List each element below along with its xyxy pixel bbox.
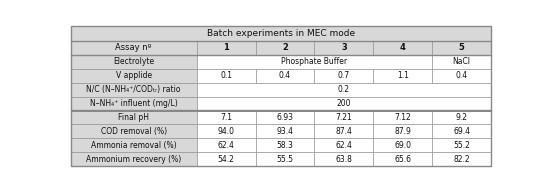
Bar	[255, 111, 315, 124]
Bar	[315, 124, 373, 138]
Text: 7.12: 7.12	[395, 113, 411, 122]
Bar	[432, 41, 491, 55]
Text: 2: 2	[282, 44, 288, 52]
Bar	[373, 111, 432, 124]
Bar	[432, 69, 491, 83]
Bar	[315, 41, 373, 55]
Bar	[71, 55, 197, 69]
Bar	[197, 152, 255, 166]
Text: 63.8: 63.8	[335, 155, 352, 164]
Text: 9.2: 9.2	[455, 113, 467, 122]
Text: 69.4: 69.4	[453, 127, 470, 136]
Text: Electrolyte: Electrolyte	[113, 57, 154, 66]
Bar	[432, 152, 491, 166]
Bar	[373, 69, 432, 83]
Text: 58.3: 58.3	[277, 141, 294, 150]
Bar	[373, 124, 432, 138]
Text: 0.4: 0.4	[455, 71, 467, 80]
Text: 0.2: 0.2	[338, 85, 350, 94]
Text: COD removal (%): COD removal (%)	[101, 127, 167, 136]
Text: 87.4: 87.4	[335, 127, 352, 136]
Text: 7.21: 7.21	[335, 113, 352, 122]
Bar	[432, 138, 491, 152]
Bar	[373, 152, 432, 166]
Text: 54.2: 54.2	[218, 155, 235, 164]
Text: 94.0: 94.0	[218, 127, 235, 136]
Text: 0.4: 0.4	[279, 71, 291, 80]
Text: 7.1: 7.1	[220, 113, 232, 122]
Text: 3: 3	[341, 44, 347, 52]
Text: 200: 200	[336, 99, 351, 108]
Text: NaCl: NaCl	[453, 57, 471, 66]
Bar	[197, 69, 255, 83]
Text: N/C (N–NH₄⁺/CODₜᵣ) ratio: N/C (N–NH₄⁺/CODₜᵣ) ratio	[87, 85, 181, 94]
Text: 65.6: 65.6	[394, 155, 412, 164]
Bar	[71, 152, 197, 166]
Text: 0.1: 0.1	[220, 71, 232, 80]
Bar	[197, 83, 491, 97]
Bar	[71, 69, 197, 83]
Bar	[197, 41, 255, 55]
Text: 55.2: 55.2	[453, 141, 470, 150]
Bar	[71, 97, 197, 111]
Bar	[71, 111, 197, 124]
Bar	[432, 55, 491, 69]
Bar	[71, 124, 197, 138]
Text: 0.7: 0.7	[338, 71, 350, 80]
Bar	[315, 69, 373, 83]
Bar	[373, 41, 432, 55]
Bar	[197, 138, 255, 152]
Bar	[71, 41, 197, 55]
Text: 4: 4	[400, 44, 406, 52]
Bar	[315, 111, 373, 124]
Text: 62.4: 62.4	[335, 141, 352, 150]
Bar	[432, 111, 491, 124]
Bar	[315, 138, 373, 152]
Bar	[197, 111, 255, 124]
Text: Ammonium recovery (%): Ammonium recovery (%)	[86, 155, 181, 164]
Bar	[197, 55, 432, 69]
Text: 93.4: 93.4	[277, 127, 294, 136]
Text: 6.93: 6.93	[277, 113, 294, 122]
Text: Assay nº: Assay nº	[116, 44, 152, 52]
Bar	[71, 138, 197, 152]
Bar	[197, 97, 491, 111]
Bar	[255, 124, 315, 138]
Bar	[71, 83, 197, 97]
Bar	[315, 152, 373, 166]
Text: Final pH: Final pH	[118, 113, 149, 122]
Text: 69.0: 69.0	[394, 141, 412, 150]
Text: 1: 1	[223, 44, 229, 52]
Bar	[373, 138, 432, 152]
Text: Batch experiments in MEC mode: Batch experiments in MEC mode	[207, 29, 355, 38]
Text: V applide: V applide	[116, 71, 152, 80]
Text: 87.9: 87.9	[395, 127, 411, 136]
Text: 62.4: 62.4	[218, 141, 235, 150]
Bar	[197, 124, 255, 138]
Text: Ammonia removal (%): Ammonia removal (%)	[91, 141, 176, 150]
Bar	[255, 41, 315, 55]
Bar	[255, 152, 315, 166]
Text: 5: 5	[459, 44, 465, 52]
Text: Phosphate Buffer: Phosphate Buffer	[282, 57, 347, 66]
Text: N–NH₄⁺ influent (mg/L): N–NH₄⁺ influent (mg/L)	[90, 99, 178, 108]
Text: 55.5: 55.5	[277, 155, 294, 164]
Bar	[432, 124, 491, 138]
Text: 82.2: 82.2	[453, 155, 470, 164]
Bar	[255, 69, 315, 83]
Bar	[255, 138, 315, 152]
Text: 1.1: 1.1	[397, 71, 409, 80]
Bar	[71, 26, 491, 41]
